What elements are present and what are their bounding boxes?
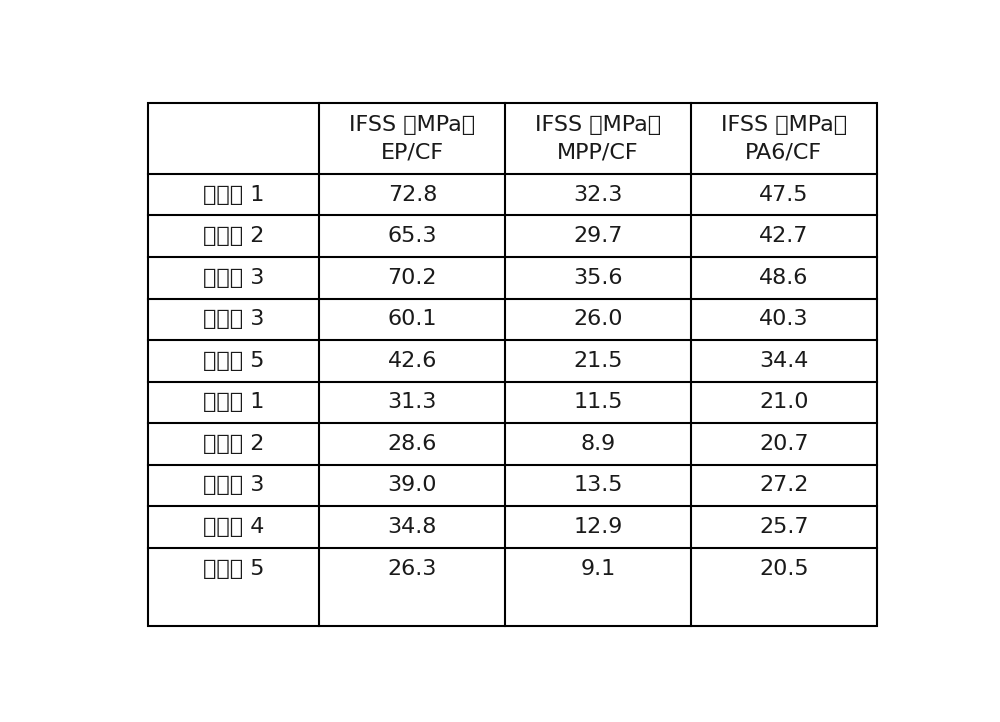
Text: 实施例 3: 实施例 3 [203, 268, 265, 288]
Text: 26.3: 26.3 [388, 559, 437, 578]
Text: 21.5: 21.5 [573, 351, 623, 371]
Text: 31.3: 31.3 [388, 392, 437, 412]
Text: 实施例 5: 实施例 5 [203, 351, 265, 371]
Text: 26.0: 26.0 [573, 309, 623, 329]
Text: IFSS （MPa）
PA6/CF: IFSS （MPa） PA6/CF [721, 115, 847, 162]
Text: 25.7: 25.7 [759, 517, 809, 537]
Text: IFSS （MPa）
MPP/CF: IFSS （MPa） MPP/CF [535, 115, 661, 162]
Text: 对比例 4: 对比例 4 [203, 517, 265, 537]
Text: 对比例 3: 对比例 3 [203, 476, 265, 495]
Text: 42.7: 42.7 [759, 226, 809, 246]
Text: 28.6: 28.6 [388, 434, 437, 454]
Text: 对比例 5: 对比例 5 [203, 559, 265, 578]
Text: 65.3: 65.3 [388, 226, 437, 246]
Text: 70.2: 70.2 [388, 268, 437, 288]
Text: 47.5: 47.5 [759, 185, 809, 204]
Text: 40.3: 40.3 [759, 309, 809, 329]
Text: 34.4: 34.4 [759, 351, 809, 371]
Text: 20.5: 20.5 [759, 559, 809, 578]
Text: 29.7: 29.7 [573, 226, 623, 246]
Text: 39.0: 39.0 [388, 476, 437, 495]
Text: 对比例 2: 对比例 2 [203, 434, 265, 454]
Text: 60.1: 60.1 [388, 309, 437, 329]
Text: 实施例 1: 实施例 1 [203, 185, 265, 204]
Text: IFSS （MPa）
EP/CF: IFSS （MPa） EP/CF [349, 115, 475, 162]
Text: 8.9: 8.9 [580, 434, 616, 454]
Text: 9.1: 9.1 [580, 559, 616, 578]
Text: 42.6: 42.6 [388, 351, 437, 371]
Text: 48.6: 48.6 [759, 268, 809, 288]
Text: 21.0: 21.0 [759, 392, 809, 412]
Text: 32.3: 32.3 [573, 185, 623, 204]
Text: 实施例 3: 实施例 3 [203, 309, 265, 329]
Text: 12.9: 12.9 [573, 517, 623, 537]
Text: 实施例 2: 实施例 2 [203, 226, 265, 246]
Text: 35.6: 35.6 [573, 268, 623, 288]
Text: 72.8: 72.8 [388, 185, 437, 204]
Text: 对比例 1: 对比例 1 [203, 392, 265, 412]
Text: 27.2: 27.2 [759, 476, 809, 495]
Text: 34.8: 34.8 [388, 517, 437, 537]
Text: 20.7: 20.7 [759, 434, 809, 454]
Text: 11.5: 11.5 [573, 392, 623, 412]
Text: 13.5: 13.5 [573, 476, 623, 495]
